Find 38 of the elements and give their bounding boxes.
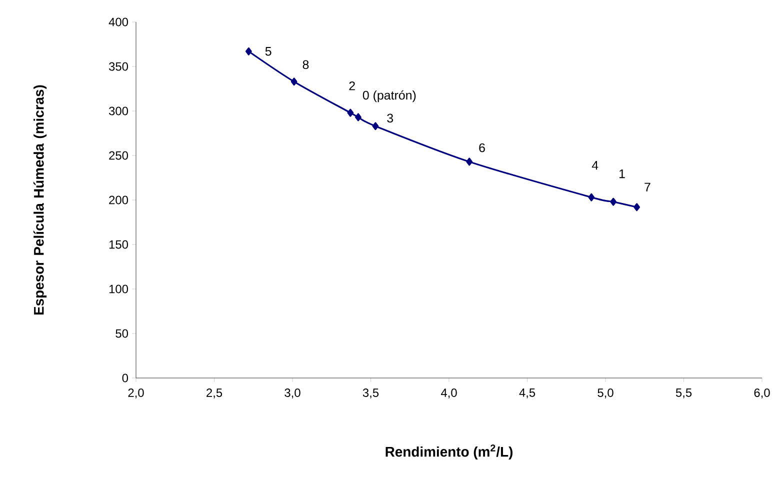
y-axis-title: Espesor Película Húmeda (micras) bbox=[33, 85, 47, 315]
y-tick-label: 150 bbox=[109, 240, 128, 249]
y-tick-label: 300 bbox=[108, 106, 128, 116]
point bbox=[634, 203, 640, 212]
x-tick-label: 3,0 bbox=[284, 388, 300, 398]
annotation: 4 bbox=[592, 161, 598, 170]
annotation: 6 bbox=[479, 143, 485, 152]
annotation: 2 bbox=[349, 81, 355, 90]
point bbox=[290, 78, 298, 86]
y-tick-label: 200 bbox=[109, 196, 128, 204]
annotation: 3 bbox=[387, 114, 394, 123]
y-tick-label: 100 bbox=[109, 284, 128, 294]
point bbox=[588, 193, 595, 202]
point bbox=[466, 158, 473, 166]
x-tick-label: 2,0 bbox=[128, 388, 144, 398]
x-tick-label: 2,5 bbox=[206, 388, 222, 398]
annotation: 0 (patrón) bbox=[362, 90, 416, 102]
x-axis-title: Rendimiento (m$^{2}$/L) bbox=[386, 444, 512, 460]
point bbox=[245, 47, 252, 56]
point bbox=[372, 122, 379, 130]
x-tick-label: 4,0 bbox=[440, 388, 457, 398]
y-tick-label: 50 bbox=[116, 329, 128, 338]
y-tick-label: 250 bbox=[109, 151, 128, 160]
y-tick-label: 0 bbox=[122, 374, 128, 382]
point bbox=[355, 113, 362, 122]
x-tick-label: 5,5 bbox=[676, 388, 692, 398]
annotation: 8 bbox=[302, 60, 309, 70]
annotation: 1 bbox=[619, 170, 625, 178]
point bbox=[347, 108, 354, 117]
x-tick-label: 6,0 bbox=[754, 388, 770, 398]
y-tick-label: 350 bbox=[108, 62, 128, 71]
x-tick-label: 5,0 bbox=[598, 388, 614, 398]
annotation: 5 bbox=[265, 47, 272, 56]
y-tick-label: 400 bbox=[108, 18, 128, 26]
point bbox=[610, 198, 617, 206]
annotation: 7 bbox=[644, 182, 650, 192]
x-tick-label: 4,5 bbox=[519, 388, 536, 398]
x-tick-label: 3,5 bbox=[362, 388, 379, 398]
